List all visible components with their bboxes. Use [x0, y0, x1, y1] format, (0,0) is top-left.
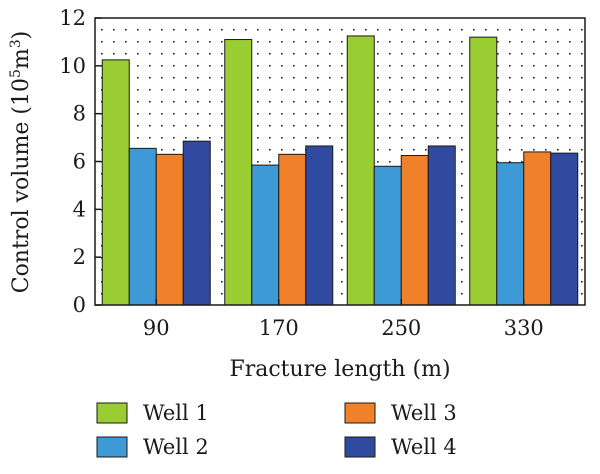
bar	[523, 151, 552, 306]
bar	[128, 147, 157, 306]
bar	[400, 155, 429, 306]
bar	[550, 152, 579, 306]
bar	[224, 39, 253, 306]
y-tick-label: 0	[73, 293, 86, 317]
y-tick-label: 12	[59, 6, 86, 30]
legend-label: Well 4	[391, 435, 457, 459]
y-tick-label: 10	[59, 54, 86, 78]
x-tick-label: 330	[504, 316, 544, 340]
y-tick-label: 6	[73, 150, 86, 174]
legend-label: Well 2	[143, 435, 209, 459]
bar	[496, 162, 525, 306]
x-axis-title: Fracture length (m)	[229, 357, 450, 382]
bar	[251, 164, 280, 306]
legend-swatch	[344, 436, 376, 458]
bar	[373, 165, 402, 306]
legend: Well 1 Well 2 Well 3 Well 4	[96, 401, 457, 459]
bar	[155, 153, 184, 306]
bar	[346, 35, 375, 306]
legend-label: Well 3	[391, 401, 457, 425]
legend-swatch	[96, 436, 128, 458]
y-tick-label: 4	[73, 197, 86, 221]
bar	[427, 145, 456, 306]
legend-swatch	[344, 402, 376, 424]
legend-swatch	[96, 402, 128, 424]
y-tick-label: 8	[73, 102, 86, 126]
x-tick-label: 250	[381, 316, 421, 340]
legend-label: Well 1	[143, 401, 209, 425]
y-tick-label: 2	[73, 245, 86, 269]
bar	[182, 140, 211, 306]
x-tick-label: 90	[143, 316, 170, 340]
y-axis-title: Control volume (105m3)	[8, 31, 34, 294]
x-tick-label: 170	[259, 316, 299, 340]
bar	[101, 59, 130, 306]
bar	[278, 153, 307, 306]
bar	[469, 36, 498, 306]
bar	[305, 145, 334, 306]
